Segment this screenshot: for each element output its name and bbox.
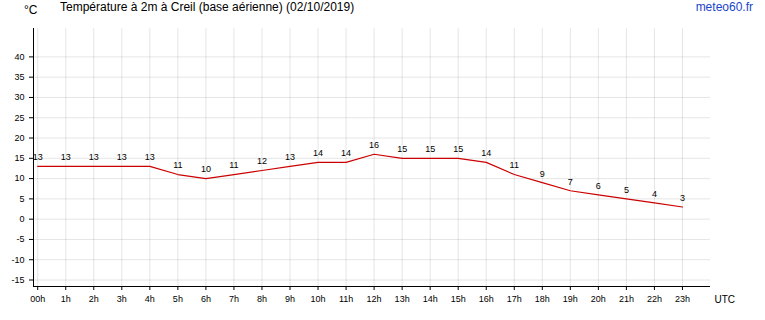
svg-text:0: 0: [19, 214, 24, 224]
svg-text:19h: 19h: [563, 294, 578, 304]
svg-text:4: 4: [652, 189, 657, 199]
svg-text:11: 11: [229, 160, 238, 170]
svg-text:13h: 13h: [395, 294, 410, 304]
svg-text:22h: 22h: [647, 294, 662, 304]
svg-text:35: 35: [14, 72, 24, 82]
svg-text:25: 25: [14, 113, 24, 123]
svg-text:13: 13: [89, 152, 99, 162]
svg-text:12h: 12h: [367, 294, 382, 304]
svg-text:9h: 9h: [285, 294, 295, 304]
svg-text:1h: 1h: [61, 294, 71, 304]
svg-text:-10: -10: [11, 255, 24, 265]
svg-text:23h: 23h: [675, 294, 690, 304]
svg-text:-5: -5: [16, 234, 24, 244]
svg-text:21h: 21h: [619, 294, 634, 304]
svg-text:10: 10: [14, 173, 24, 183]
html-text:°C: °C: [24, 3, 38, 17]
svg-text:13: 13: [33, 152, 43, 162]
svg-text:16h: 16h: [479, 294, 494, 304]
svg-text:12: 12: [257, 156, 267, 166]
svg-text:11h: 11h: [339, 294, 353, 304]
svg-text:UTC: UTC: [715, 294, 736, 305]
html-text:Température à 2m à Creil (base: Température à 2m à Creil (base aérienne)…: [60, 0, 355, 14]
svg-text:11: 11: [173, 160, 182, 170]
svg-text:10h: 10h: [311, 294, 326, 304]
svg-text:2h: 2h: [89, 294, 99, 304]
svg-text:8h: 8h: [257, 294, 267, 304]
svg-text:14: 14: [341, 148, 351, 158]
svg-text:40: 40: [14, 52, 24, 62]
svg-text:6: 6: [596, 181, 601, 191]
svg-text:15: 15: [397, 144, 407, 154]
svg-text:14h: 14h: [423, 294, 438, 304]
svg-text:14: 14: [313, 148, 323, 158]
svg-text:00h: 00h: [30, 294, 45, 304]
svg-text:18h: 18h: [535, 294, 550, 304]
svg-text:11: 11: [510, 160, 519, 170]
svg-text:6h: 6h: [201, 294, 211, 304]
svg-text:13: 13: [145, 152, 155, 162]
svg-text:9: 9: [540, 169, 545, 179]
svg-text:15: 15: [14, 153, 24, 163]
svg-text:30: 30: [14, 92, 24, 102]
svg-text:13: 13: [285, 152, 295, 162]
svg-text:14: 14: [481, 148, 491, 158]
svg-text:7h: 7h: [229, 294, 239, 304]
svg-text:15: 15: [453, 144, 463, 154]
svg-text:4h: 4h: [145, 294, 155, 304]
svg-text:10: 10: [201, 164, 211, 174]
svg-text:16: 16: [369, 140, 379, 150]
svg-text:20: 20: [14, 133, 24, 143]
svg-text:7: 7: [568, 177, 573, 187]
svg-text:5: 5: [624, 185, 629, 195]
svg-text:13: 13: [117, 152, 127, 162]
svg-text:15h: 15h: [451, 294, 466, 304]
svg-text:3h: 3h: [117, 294, 127, 304]
svg-text:5: 5: [19, 194, 24, 204]
svg-text:5h: 5h: [173, 294, 183, 304]
svg-text:20h: 20h: [591, 294, 606, 304]
svg-text:3: 3: [680, 193, 685, 203]
svg-text:17h: 17h: [507, 294, 522, 304]
html-text:meteo60.fr: meteo60.fr: [695, 0, 753, 14]
svg-text:15: 15: [425, 144, 435, 154]
svg-text:13: 13: [61, 152, 71, 162]
svg-text:-15: -15: [11, 275, 24, 285]
